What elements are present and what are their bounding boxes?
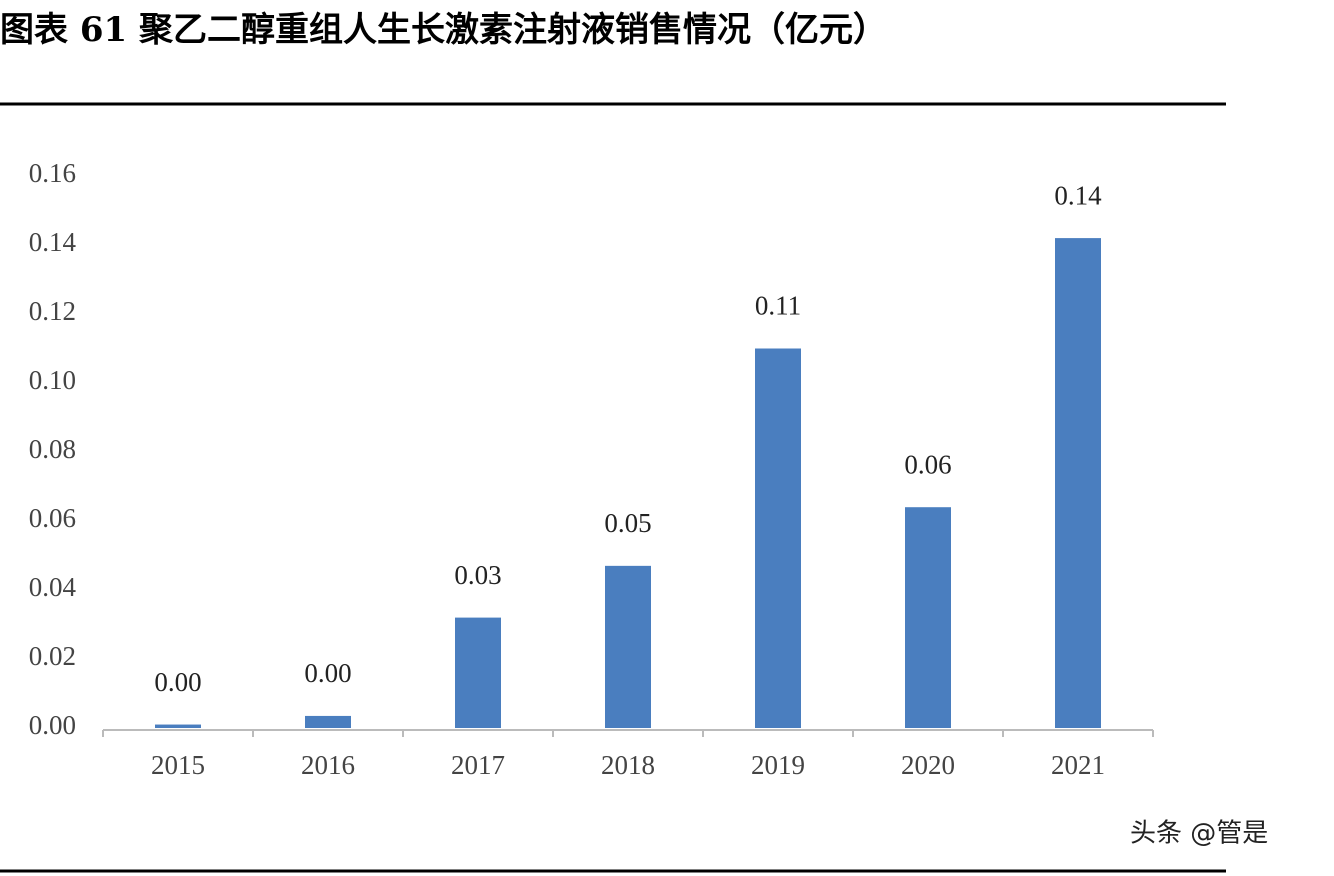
x-tick-label: 2015 <box>151 750 205 780</box>
watermark: 头条 @管是 <box>1130 819 1268 849</box>
y-tick-label: 0.12 <box>29 296 76 326</box>
value-label: 0.05 <box>604 508 651 538</box>
y-tick-label: 0.04 <box>29 572 77 602</box>
bar <box>905 507 951 728</box>
y-tick-label: 0.08 <box>29 434 76 464</box>
bar <box>1055 238 1101 728</box>
bar <box>755 348 801 728</box>
value-label: 0.00 <box>304 658 351 688</box>
bar <box>155 724 201 728</box>
x-tick-label: 2020 <box>901 750 955 780</box>
x-tick-label: 2019 <box>751 750 805 780</box>
x-tick-label: 2017 <box>451 750 505 780</box>
y-tick-label: 0.16 <box>29 158 76 188</box>
value-label: 0.00 <box>154 667 201 697</box>
bar <box>305 715 351 728</box>
y-tick-label: 0.00 <box>29 710 76 740</box>
value-label: 0.14 <box>1054 180 1102 210</box>
value-label: 0.06 <box>904 449 951 479</box>
x-tick-label: 2018 <box>601 750 655 780</box>
bar <box>455 617 501 728</box>
value-label: 0.11 <box>755 291 801 321</box>
y-tick-label: 0.02 <box>29 641 76 671</box>
y-tick-label: 0.14 <box>29 227 77 257</box>
x-tick-label: 2016 <box>301 750 355 780</box>
y-tick-label: 0.06 <box>29 503 76 533</box>
value-label: 0.03 <box>454 560 501 590</box>
bar <box>605 565 651 728</box>
chart-title: 图表 61 聚乙二醇重组人生长激素注射液销售情况（亿元） <box>0 10 887 50</box>
y-tick-label: 0.10 <box>29 365 76 395</box>
x-tick-label: 2021 <box>1051 750 1105 780</box>
